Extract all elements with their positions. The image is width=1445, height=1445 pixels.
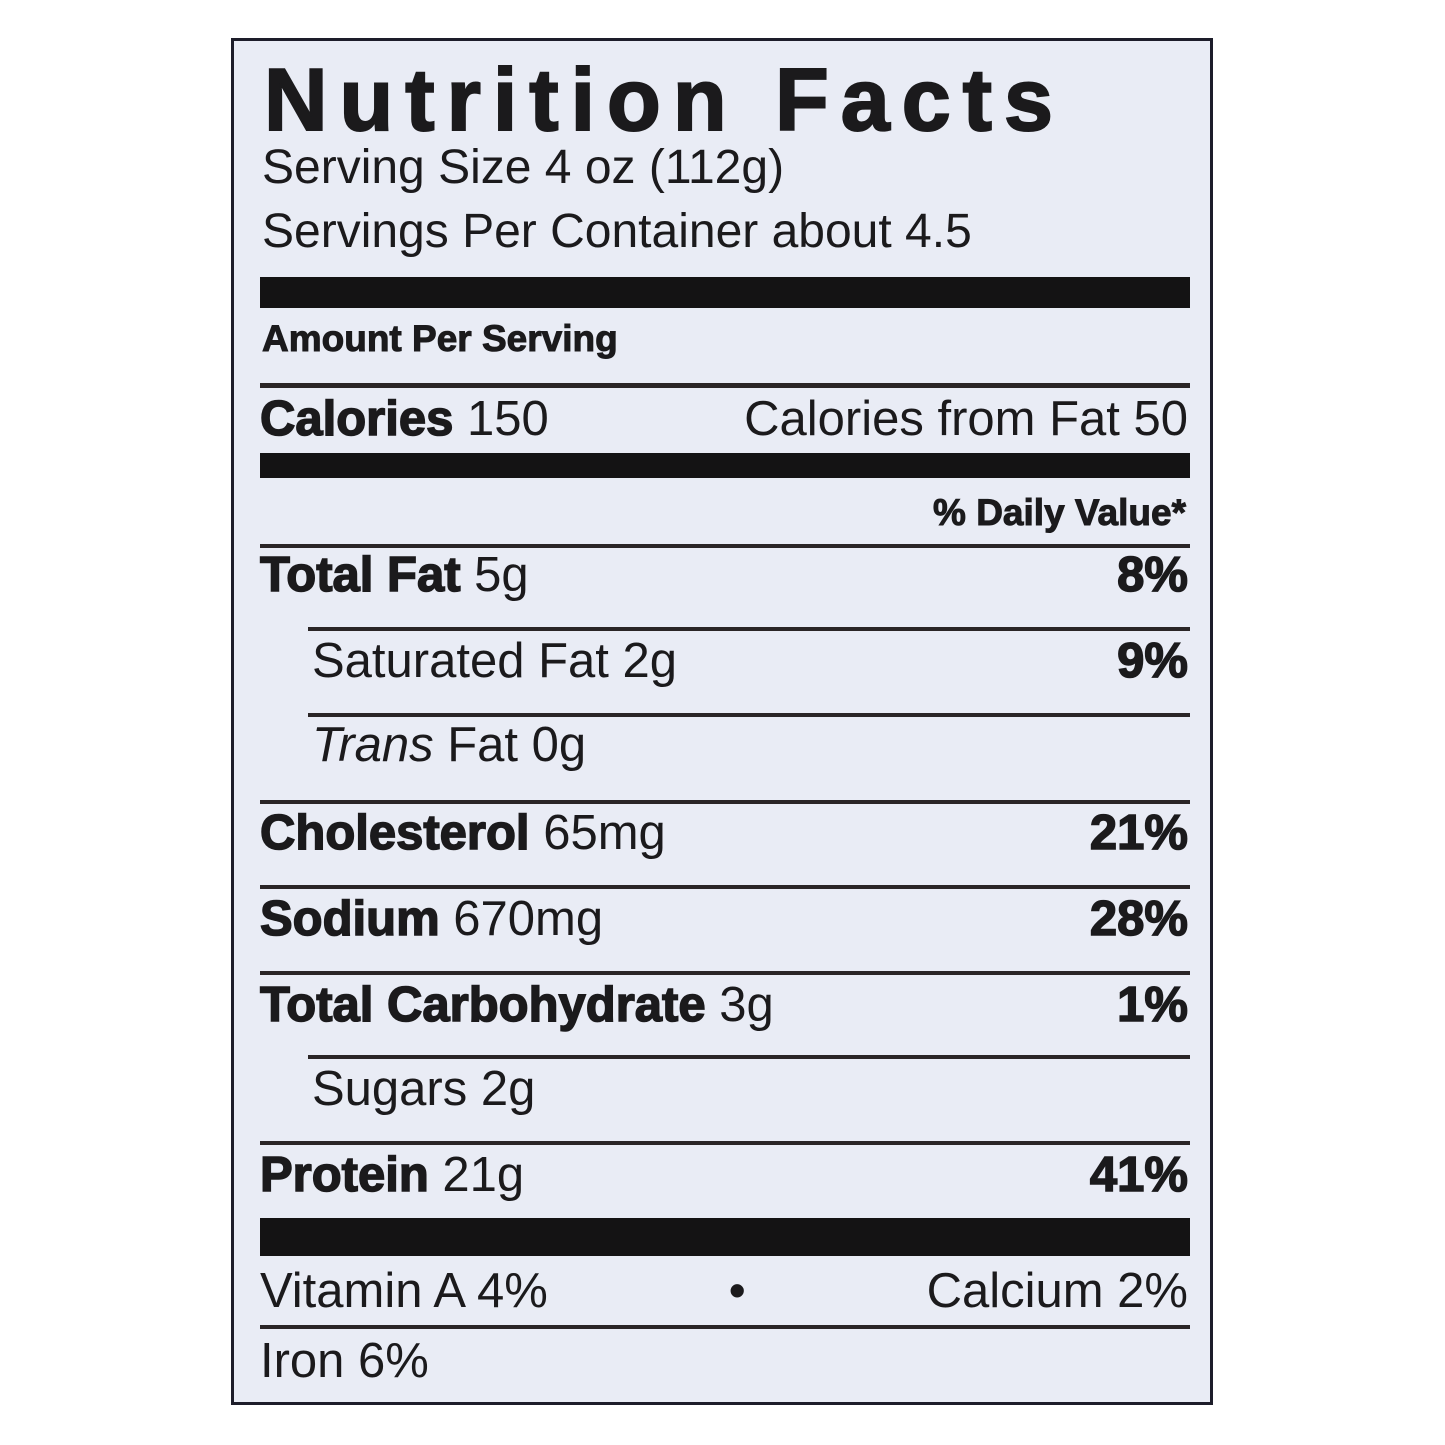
thick-divider [260, 1218, 1190, 1256]
serving-size: Serving Size 4 oz (112g) [262, 141, 785, 194]
nutrient-row-sugars: Sugars 2g [312, 1061, 1188, 1117]
nutrient-dv: 8% [1116, 547, 1188, 603]
nutrient-amount: Fat 0g [447, 718, 587, 772]
vitamin-a: Vitamin A 4% [260, 1264, 548, 1318]
nutrition-label: Nutrition Facts Serving Size 4 oz (112g)… [231, 38, 1213, 1405]
nutrient-amount: 65mg [543, 806, 666, 860]
iron-row: Iron 6% [260, 1333, 1188, 1389]
nutrient-row-total-carbohydrate: Total Carbohydrate 3g 1% [259, 977, 1188, 1033]
nutrient-label: Cholesterol [259, 805, 530, 861]
divider [308, 627, 1190, 631]
nutrient-label: Saturated Fat [312, 634, 609, 688]
nutrient-row-cholesterol: Cholesterol 65mg 21% [259, 805, 1189, 861]
nutrient-dv: 21% [1089, 805, 1189, 861]
nutrient-dv: 9% [1116, 633, 1188, 689]
nutrient-amount: 670mg [453, 892, 604, 946]
nutrient-label: Total Carbohydrate [259, 977, 706, 1033]
divider [308, 1055, 1190, 1059]
nutrient-label: Sugars [312, 1062, 468, 1116]
iron: Iron 6% [260, 1334, 429, 1388]
nutrient-row-trans-fat: Trans Fat 0g [312, 717, 1188, 773]
nutrient-amount: 2g [622, 634, 678, 688]
vitamins-row: Vitamin A 4% • Calcium 2% [260, 1263, 1188, 1319]
divider [308, 713, 1190, 717]
nutrient-dv: 41% [1089, 1147, 1189, 1203]
nutrient-dv: 1% [1116, 977, 1188, 1033]
servings-per-container: Servings Per Container about 4.5 [262, 205, 972, 258]
divider [260, 885, 1190, 889]
label-title: Nutrition Facts [263, 50, 1065, 149]
nutrient-amount: 21g [442, 1148, 525, 1202]
nutrient-amount: 2g [480, 1062, 536, 1116]
nutrient-row-protein: Protein 21g 41% [259, 1147, 1189, 1203]
daily-value-header: % Daily Value* [933, 492, 1187, 534]
nutrient-label: Sodium [259, 891, 440, 947]
nutrient-label: Total Fat [259, 547, 461, 603]
calories-from-fat: Calories from Fat 50 [744, 392, 1188, 446]
calories-label: Calories [259, 391, 454, 447]
divider [260, 971, 1190, 975]
calcium: Calcium 2% [926, 1264, 1188, 1318]
nutrient-row-total-fat: Total Fat 5g 8% [259, 547, 1188, 603]
divider [260, 1141, 1190, 1145]
nutrient-amount: 5g [474, 548, 529, 602]
thick-divider [260, 453, 1190, 478]
nutrient-label: Protein [259, 1147, 429, 1203]
nutrient-row-sodium: Sodium 670mg 28% [259, 891, 1189, 947]
nutrient-amount: 3g [719, 978, 774, 1032]
thick-divider [260, 277, 1190, 308]
calories-value: 150 [467, 392, 549, 446]
divider [260, 1325, 1190, 1329]
nutrient-row-saturated-fat: Saturated Fat 2g 9% [312, 633, 1189, 689]
calories-row: Calories 150 Calories from Fat 50 [259, 391, 1188, 447]
divider [260, 800, 1190, 804]
nutrient-dv: 28% [1089, 891, 1189, 947]
amount-per-serving: Amount Per Serving [262, 318, 619, 360]
divider [260, 544, 1190, 548]
bullet-separator: • [728, 1264, 746, 1318]
divider [260, 383, 1190, 388]
nutrient-label: Trans [312, 718, 434, 772]
